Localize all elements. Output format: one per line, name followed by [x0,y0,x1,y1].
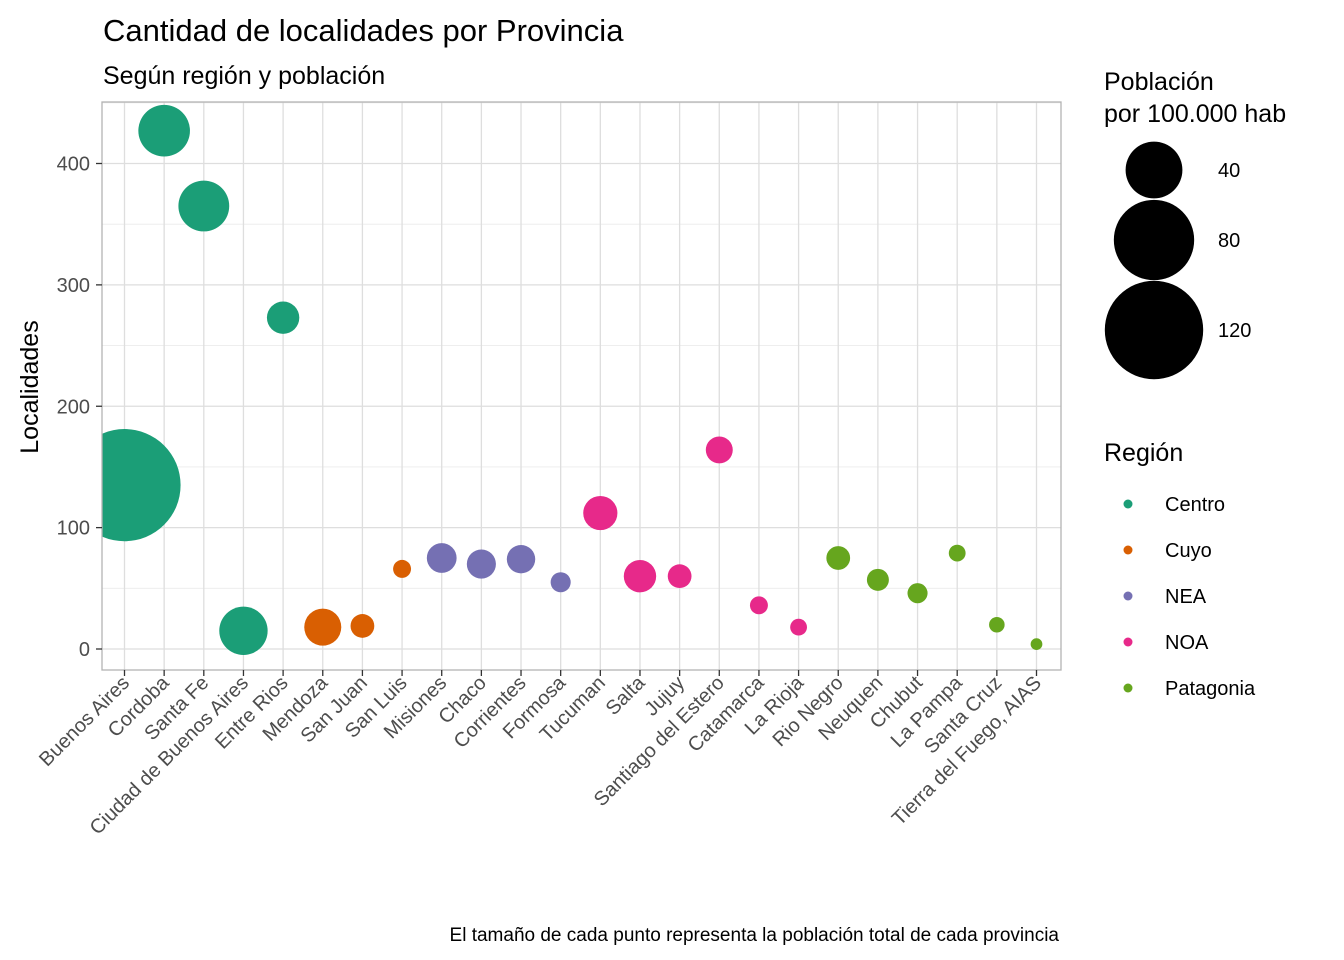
panel-background [102,102,1061,670]
data-point [907,583,928,604]
data-point [304,608,342,646]
data-point [826,546,851,570]
chart-caption: El tamaño de cada punto representa la po… [450,925,1060,946]
data-point [989,616,1005,633]
y-tick-label: 300 [57,275,90,297]
data-point [790,618,807,636]
region-legend-title: Región [1104,439,1183,467]
size-legend-key [1125,141,1183,199]
region-legend-key [1123,591,1133,601]
size-legend-title-line1: Población [1104,68,1214,96]
region-legend-label: Centro [1165,494,1225,516]
size-legend-title-line2: por 100.000 hab [1104,100,1286,128]
chart-subtitle: Según región y población [103,62,385,90]
data-point [705,436,733,464]
points [102,104,1043,655]
data-point [623,559,657,593]
data-point [667,564,692,589]
data-point [178,180,230,232]
data-point [102,429,181,542]
region-legend: Región Centro Cuyo NEA NOA Patagonia [1104,439,1256,700]
region-legend-label: NEA [1165,586,1207,608]
size-legend: Población por 100.000 hab 40 80 120 [1104,68,1286,380]
region-legend-key [1123,499,1133,509]
data-point [266,301,300,334]
y-axis-label: Localidades [16,320,44,453]
y-tick-label: 100 [57,518,90,540]
region-legend-label: Cuyo [1165,540,1212,562]
data-point [393,559,412,578]
size-legend-key [1104,280,1204,380]
region-legend-key [1123,545,1133,555]
data-point [219,606,268,655]
chart-title: Cantidad de localidades por Provincia [103,13,624,48]
data-point [350,614,375,638]
data-point [138,104,190,157]
size-legend-label: 40 [1218,160,1240,182]
data-point [506,544,536,574]
data-point [466,549,496,579]
size-legend-label: 80 [1218,230,1240,252]
region-legend-key [1123,683,1133,693]
data-point [866,568,889,591]
data-point [1030,638,1043,650]
region-legend-label: Patagonia [1165,678,1256,700]
data-point [426,543,457,573]
y-tick-label: 0 [79,639,90,661]
data-point [550,572,571,593]
data-point [948,544,966,562]
x-tick-label: Salta [602,671,650,719]
y-tick-label: 200 [57,396,90,418]
panel-border [101,101,1062,671]
size-legend-label: 120 [1218,320,1251,342]
size-legend-key [1113,199,1195,281]
data-point [749,596,768,615]
region-legend-label: NOA [1165,632,1209,654]
region-legend-key [1123,637,1133,647]
data-point [583,495,618,531]
y-tick-label: 400 [57,154,90,176]
